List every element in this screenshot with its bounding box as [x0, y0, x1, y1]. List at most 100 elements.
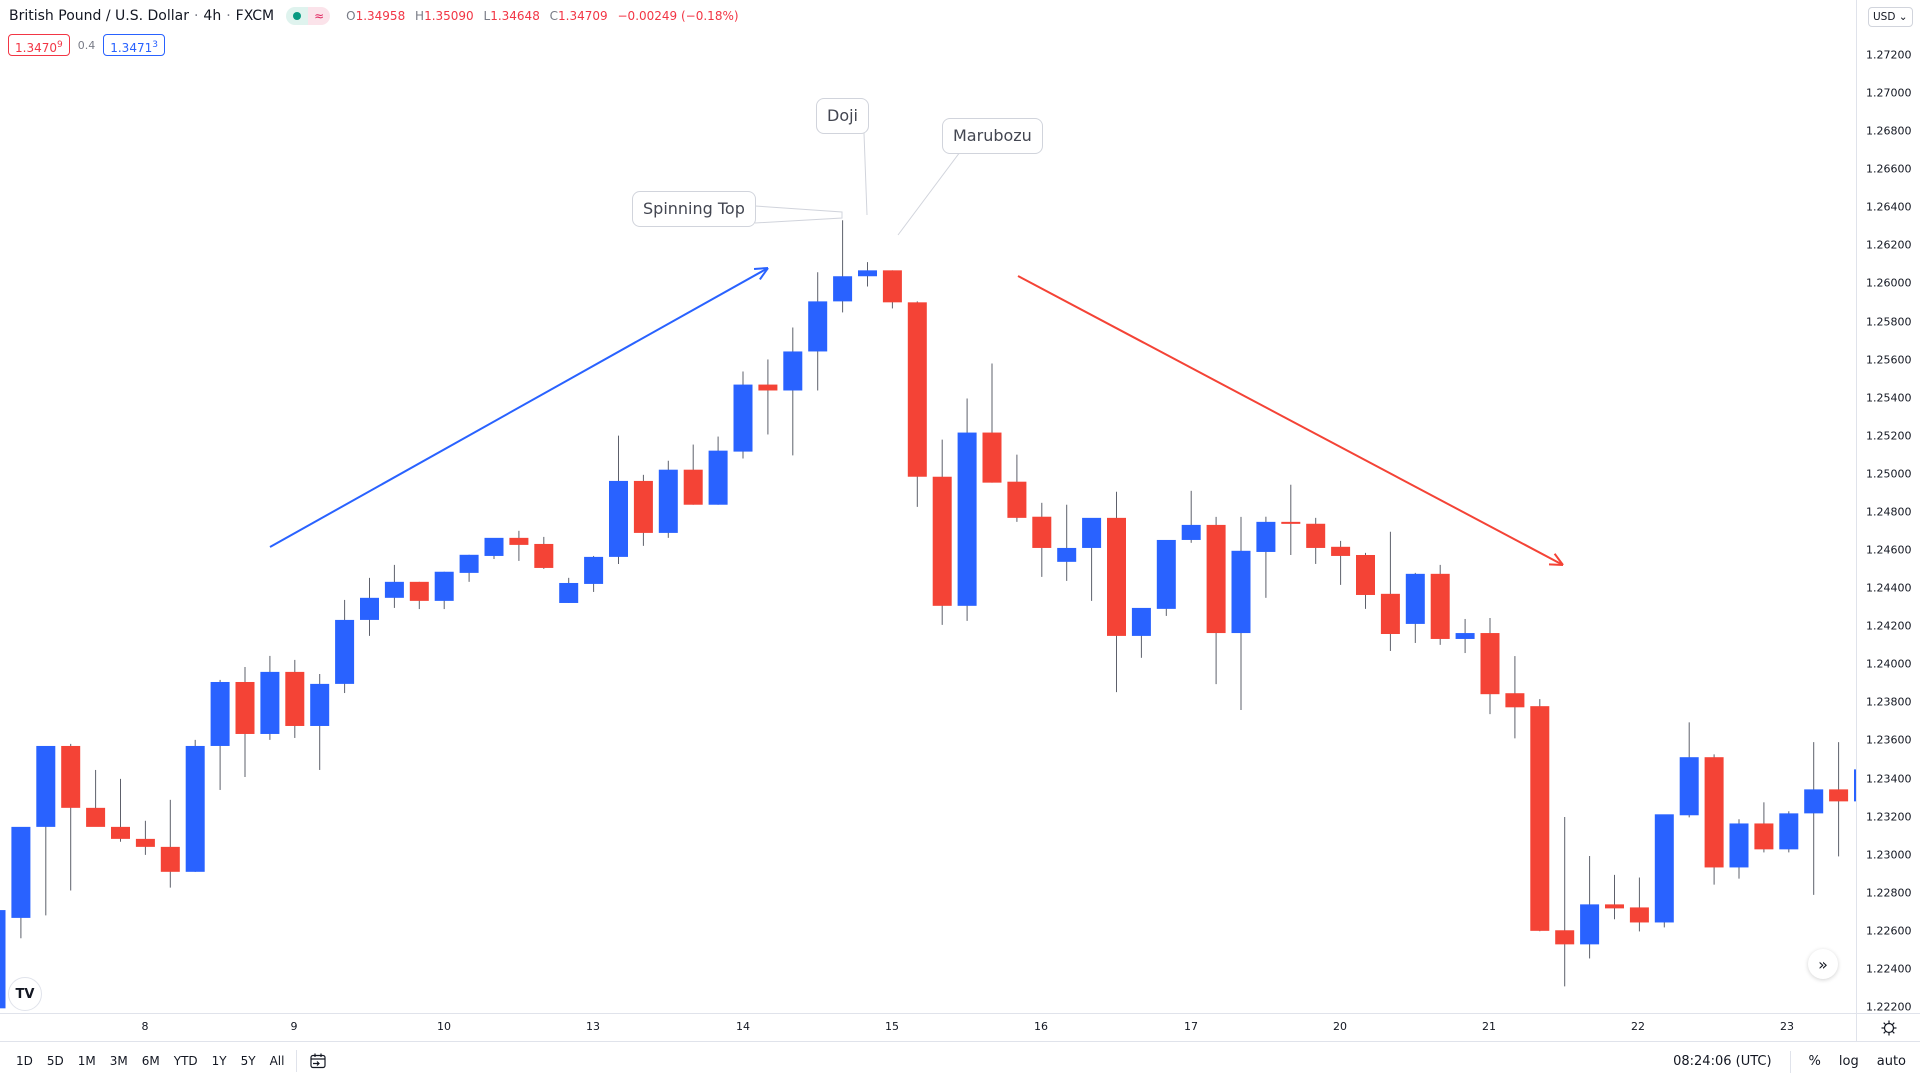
market-status-pill[interactable]: ≈	[286, 7, 331, 25]
candle	[1629, 877, 1649, 932]
gear-icon	[1881, 1020, 1896, 1035]
time-tick-label: 20	[1333, 1020, 1347, 1033]
price-tick-label: 1.24600	[1866, 543, 1912, 557]
candle	[1555, 816, 1575, 987]
range-button-5y[interactable]: 5Y	[240, 1054, 256, 1068]
candle	[1704, 754, 1724, 885]
scroll-to-realtime-button[interactable]: »	[1808, 949, 1838, 979]
time-tick-label: 9	[290, 1020, 298, 1033]
candle	[1107, 491, 1126, 693]
candle	[982, 363, 1002, 483]
candle	[1829, 742, 1849, 857]
sell-price-button[interactable]: 1.34709	[8, 34, 70, 56]
candle	[61, 743, 81, 891]
candle	[1605, 874, 1624, 920]
candle	[1007, 454, 1027, 522]
price-tick-label: 1.23600	[1866, 733, 1912, 747]
candle	[833, 220, 853, 313]
range-button-1d[interactable]: 1D	[16, 1054, 33, 1068]
callout-text: Spinning Top	[643, 199, 745, 218]
candle	[758, 359, 778, 435]
candle	[1480, 618, 1500, 715]
range-button-ytd[interactable]: YTD	[173, 1054, 198, 1068]
time-tick-label: 22	[1631, 1020, 1645, 1033]
callout-marubozu[interactable]: Marubozu	[942, 118, 1043, 154]
high-label: H	[415, 9, 425, 23]
tradingview-logo-icon[interactable]: TV	[8, 977, 42, 1011]
uptrend-arrow-icon[interactable]	[269, 267, 769, 548]
candle	[1530, 699, 1550, 932]
candle	[285, 659, 305, 738]
candle	[1231, 516, 1251, 710]
calendar-goto-icon[interactable]	[309, 1052, 327, 1070]
time-tick-label: 15	[885, 1020, 899, 1033]
currency-select[interactable]: USD ⌄	[1868, 7, 1913, 27]
callout-doji[interactable]: Doji	[816, 98, 869, 134]
price-tick-label: 1.27200	[1866, 48, 1912, 62]
chart-settings-button[interactable]	[1856, 1013, 1920, 1041]
spread-value: 0.4	[77, 38, 96, 52]
candle	[1032, 502, 1052, 577]
callout-spinning-top[interactable]: Spinning Top	[632, 191, 756, 227]
candle	[808, 272, 828, 391]
price-tick-label: 1.25000	[1866, 467, 1912, 481]
price-tick-label: 1.25400	[1866, 391, 1912, 405]
candle	[1654, 814, 1674, 928]
chart-pane[interactable]: British Pound / U.S. Dollar · 4h · FXCM …	[0, 0, 1856, 1013]
candle	[135, 820, 155, 855]
candle	[509, 530, 529, 561]
candle	[384, 564, 404, 608]
candle	[409, 581, 429, 610]
candle	[260, 655, 280, 740]
bid-pip: 9	[57, 40, 63, 50]
range-button-1y[interactable]: 1Y	[211, 1054, 227, 1068]
percent-scale-toggle[interactable]: %	[1808, 1054, 1821, 1069]
candle	[36, 745, 56, 916]
candle	[1854, 769, 1856, 802]
symbol-name[interactable]: British Pound / U.S. Dollar	[9, 8, 189, 24]
ask-pip: 3	[152, 40, 158, 50]
time-tick-label: 10	[437, 1020, 451, 1033]
price-tick-label: 1.26800	[1866, 124, 1912, 138]
time-tick-label: 16	[1034, 1020, 1048, 1033]
time-tick-label: 17	[1184, 1020, 1198, 1033]
range-button-all[interactable]: All	[269, 1054, 285, 1068]
divider	[1789, 1050, 1791, 1073]
price-tick-label: 1.25600	[1866, 353, 1912, 367]
candle	[907, 301, 927, 507]
symbol-legend: British Pound / U.S. Dollar · 4h · FXCM …	[9, 7, 745, 25]
price-axis[interactable]: USD ⌄ 1.27200 1.27000 1.26800 1.26600 1.2640…	[1856, 0, 1920, 1014]
clock-timezone[interactable]: 08:24:06 (UTC)	[1673, 1054, 1772, 1069]
candle	[1281, 484, 1301, 555]
market-open-dot-icon	[286, 7, 309, 25]
callout-leader	[754, 205, 843, 224]
price-tick-label: 1.23000	[1866, 848, 1912, 862]
range-button-1m[interactable]: 1M	[77, 1054, 96, 1068]
candle	[1206, 516, 1226, 685]
candle	[858, 262, 877, 287]
candle	[1356, 552, 1375, 609]
candle	[1131, 607, 1151, 658]
price-tick-label: 1.24800	[1866, 505, 1912, 519]
candle	[1804, 742, 1824, 895]
interval-label[interactable]: 4h	[203, 8, 222, 24]
time-axis[interactable]: 8 9 10 13 14 15 16 17 20 21 22 23	[0, 1013, 1856, 1041]
bid-price: 1.3470	[15, 41, 57, 55]
price-tick-label: 1.23400	[1866, 772, 1912, 786]
buy-price-button[interactable]: 1.34713	[103, 34, 165, 56]
auto-scale-toggle[interactable]: auto	[1876, 1054, 1906, 1069]
candle	[0, 910, 6, 1009]
range-button-3m[interactable]: 3M	[109, 1054, 128, 1068]
candle	[932, 439, 952, 625]
candlestick-plot[interactable]	[0, 0, 1856, 1013]
candle	[1779, 811, 1799, 853]
divider	[296, 1050, 298, 1072]
downtrend-arrow-icon[interactable]	[1017, 275, 1564, 566]
exchange-label: FXCM	[235, 8, 275, 24]
range-button-6m[interactable]: 6M	[141, 1054, 160, 1068]
log-scale-toggle[interactable]: log	[1838, 1054, 1859, 1069]
delayed-data-icon: ≈	[308, 7, 331, 25]
candle	[1729, 819, 1749, 879]
candle	[235, 666, 255, 777]
range-button-5d[interactable]: 5D	[46, 1054, 64, 1068]
